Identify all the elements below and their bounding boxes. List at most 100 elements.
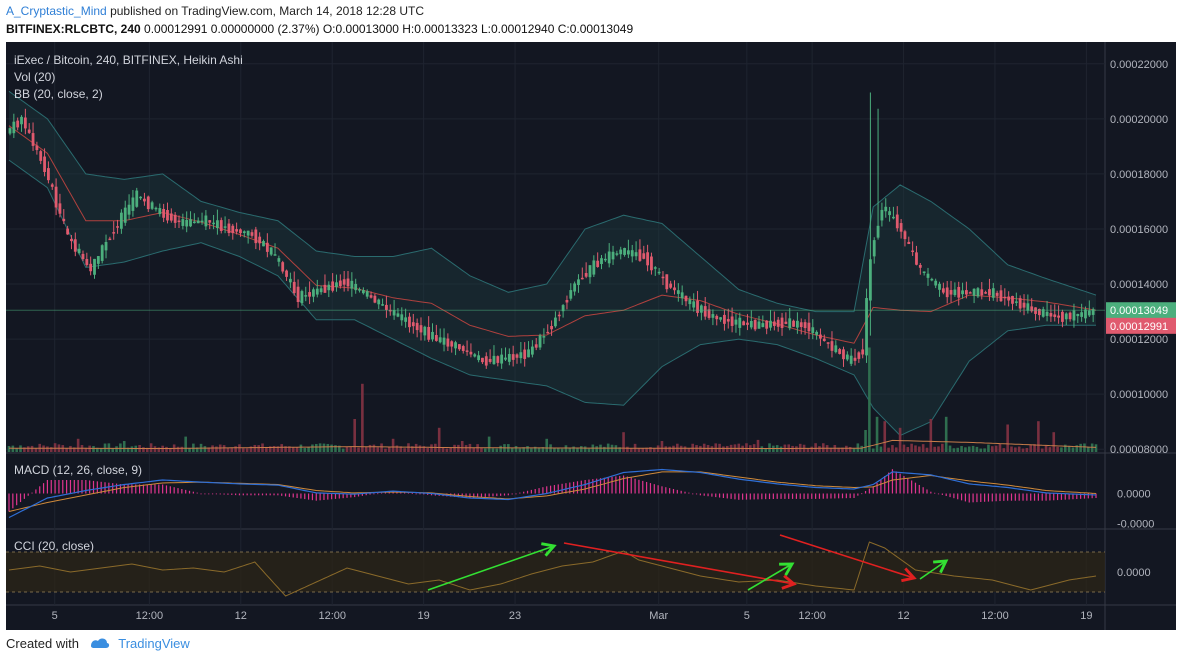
macd-histogram-bar	[1060, 493, 1063, 500]
volume-bar	[779, 446, 783, 452]
macd-histogram-bar	[891, 469, 894, 494]
macd-histogram-bar	[669, 488, 671, 494]
volume-bar	[361, 383, 364, 452]
candle-body	[254, 229, 258, 244]
volume-bar	[510, 447, 514, 452]
volume-bar	[280, 444, 284, 452]
candle-body	[400, 314, 404, 321]
candle-body	[584, 273, 588, 277]
candle-body	[442, 337, 446, 345]
macd-histogram-bar	[795, 493, 798, 499]
candle-body	[434, 335, 438, 341]
macd-histogram-bar	[607, 477, 609, 494]
volume-bar	[107, 443, 111, 452]
candle-body	[269, 247, 273, 255]
macd-histogram-bar	[1033, 493, 1036, 501]
volume-bar	[288, 446, 291, 452]
candle-body	[1014, 301, 1018, 303]
volume-bar	[11, 445, 15, 452]
volume-bar	[265, 446, 268, 452]
candle-body	[146, 196, 150, 210]
macd-histogram-bar	[123, 484, 125, 494]
volume-bar	[276, 446, 280, 452]
footer: Created with TradingView	[6, 636, 190, 653]
candle-body	[77, 248, 81, 254]
volume-bar	[587, 448, 591, 452]
macd-histogram-bar	[968, 493, 970, 503]
macd-histogram-bar	[738, 493, 740, 500]
price-tick-label: 0.00010000	[1110, 389, 1168, 401]
price-chart[interactable]: 0.00022000 0.00020000 0.00018000 0.00016000…	[6, 42, 1176, 630]
macd-histogram-bar	[703, 493, 705, 496]
candle-body	[450, 341, 454, 347]
macd-histogram-bar	[715, 493, 717, 498]
tradingview-logo-icon[interactable]	[89, 636, 111, 653]
macd-histogram-bar	[957, 493, 959, 500]
candle-body	[845, 354, 849, 360]
cci-legend[interactable]: CCI (20, close)	[14, 539, 95, 553]
volume-bar	[1067, 445, 1071, 452]
macd-histogram-bar	[584, 480, 586, 494]
volume-bar	[1090, 443, 1094, 452]
volume-bar	[376, 447, 380, 452]
candle-body	[47, 168, 50, 181]
macd-histogram-bar	[765, 493, 767, 500]
candle-body	[411, 322, 415, 327]
macd-histogram-bar	[334, 493, 337, 499]
bb-legend[interactable]: BB (20, close, 2)	[14, 87, 103, 101]
volume-bar	[338, 445, 341, 452]
author-link[interactable]: A_Cryptastic_Mind	[6, 4, 107, 18]
macd-histogram-bar	[258, 493, 260, 496]
candle-body	[838, 349, 842, 354]
volume-bar	[725, 445, 729, 452]
candle-body	[957, 286, 961, 298]
candle-body	[673, 287, 676, 291]
candle-body	[258, 236, 262, 244]
candle-body	[123, 207, 127, 223]
volume-ma-line	[8, 439, 1097, 449]
candle-body	[85, 259, 89, 266]
macd-histogram-bar	[73, 480, 75, 494]
volume-bar	[299, 444, 303, 452]
volume-bar	[441, 447, 445, 452]
vol-legend[interactable]: Vol (20)	[14, 70, 56, 84]
candle-body	[200, 220, 204, 223]
price-tick-label: 0.00016000	[1110, 224, 1168, 236]
main-legend[interactable]: iExec / Bitcoin, 240, BITFINEX, Heikin A…	[14, 53, 243, 67]
volume-bar	[668, 446, 671, 452]
candle-body	[868, 259, 872, 301]
candle-body	[918, 264, 922, 268]
volume-bar	[119, 443, 122, 452]
macd-histogram-bar	[515, 493, 517, 495]
candle-body	[653, 267, 657, 269]
volume-bar	[184, 436, 187, 452]
macd-histogram-bar	[592, 479, 594, 494]
candle-body	[961, 290, 964, 295]
candle-body	[131, 197, 135, 211]
candle-body	[623, 247, 626, 255]
macd-histogram-bar	[1045, 493, 1047, 501]
candle-body	[323, 284, 327, 293]
macd-histogram-bar	[945, 493, 947, 497]
macd-histogram-bar	[749, 493, 751, 500]
candle-body	[511, 354, 515, 360]
price-axis-area	[1105, 42, 1176, 630]
macd-histogram-bar	[872, 486, 874, 494]
macd-histogram-bar	[200, 493, 202, 495]
macd-histogram-bar	[964, 493, 967, 502]
volume-bar	[403, 448, 406, 452]
candle-body	[262, 241, 265, 247]
macd-histogram-bar	[50, 480, 52, 494]
macd-histogram-bar	[553, 485, 556, 494]
candle-body	[219, 220, 223, 231]
macd-histogram-bar	[1018, 493, 1020, 501]
candle-body	[892, 216, 895, 219]
volume-bar	[818, 446, 821, 452]
macd-histogram-bar	[899, 473, 901, 494]
macd-histogram-bar	[496, 493, 498, 497]
tradingview-link[interactable]: TradingView	[118, 636, 190, 651]
volume-bar	[1063, 444, 1067, 452]
chart-frame[interactable]: 0.00022000 0.00020000 0.00018000 0.00016000…	[6, 42, 1176, 630]
macd-legend[interactable]: MACD (12, 26, close, 9)	[14, 463, 143, 477]
volume-bar	[499, 445, 502, 452]
